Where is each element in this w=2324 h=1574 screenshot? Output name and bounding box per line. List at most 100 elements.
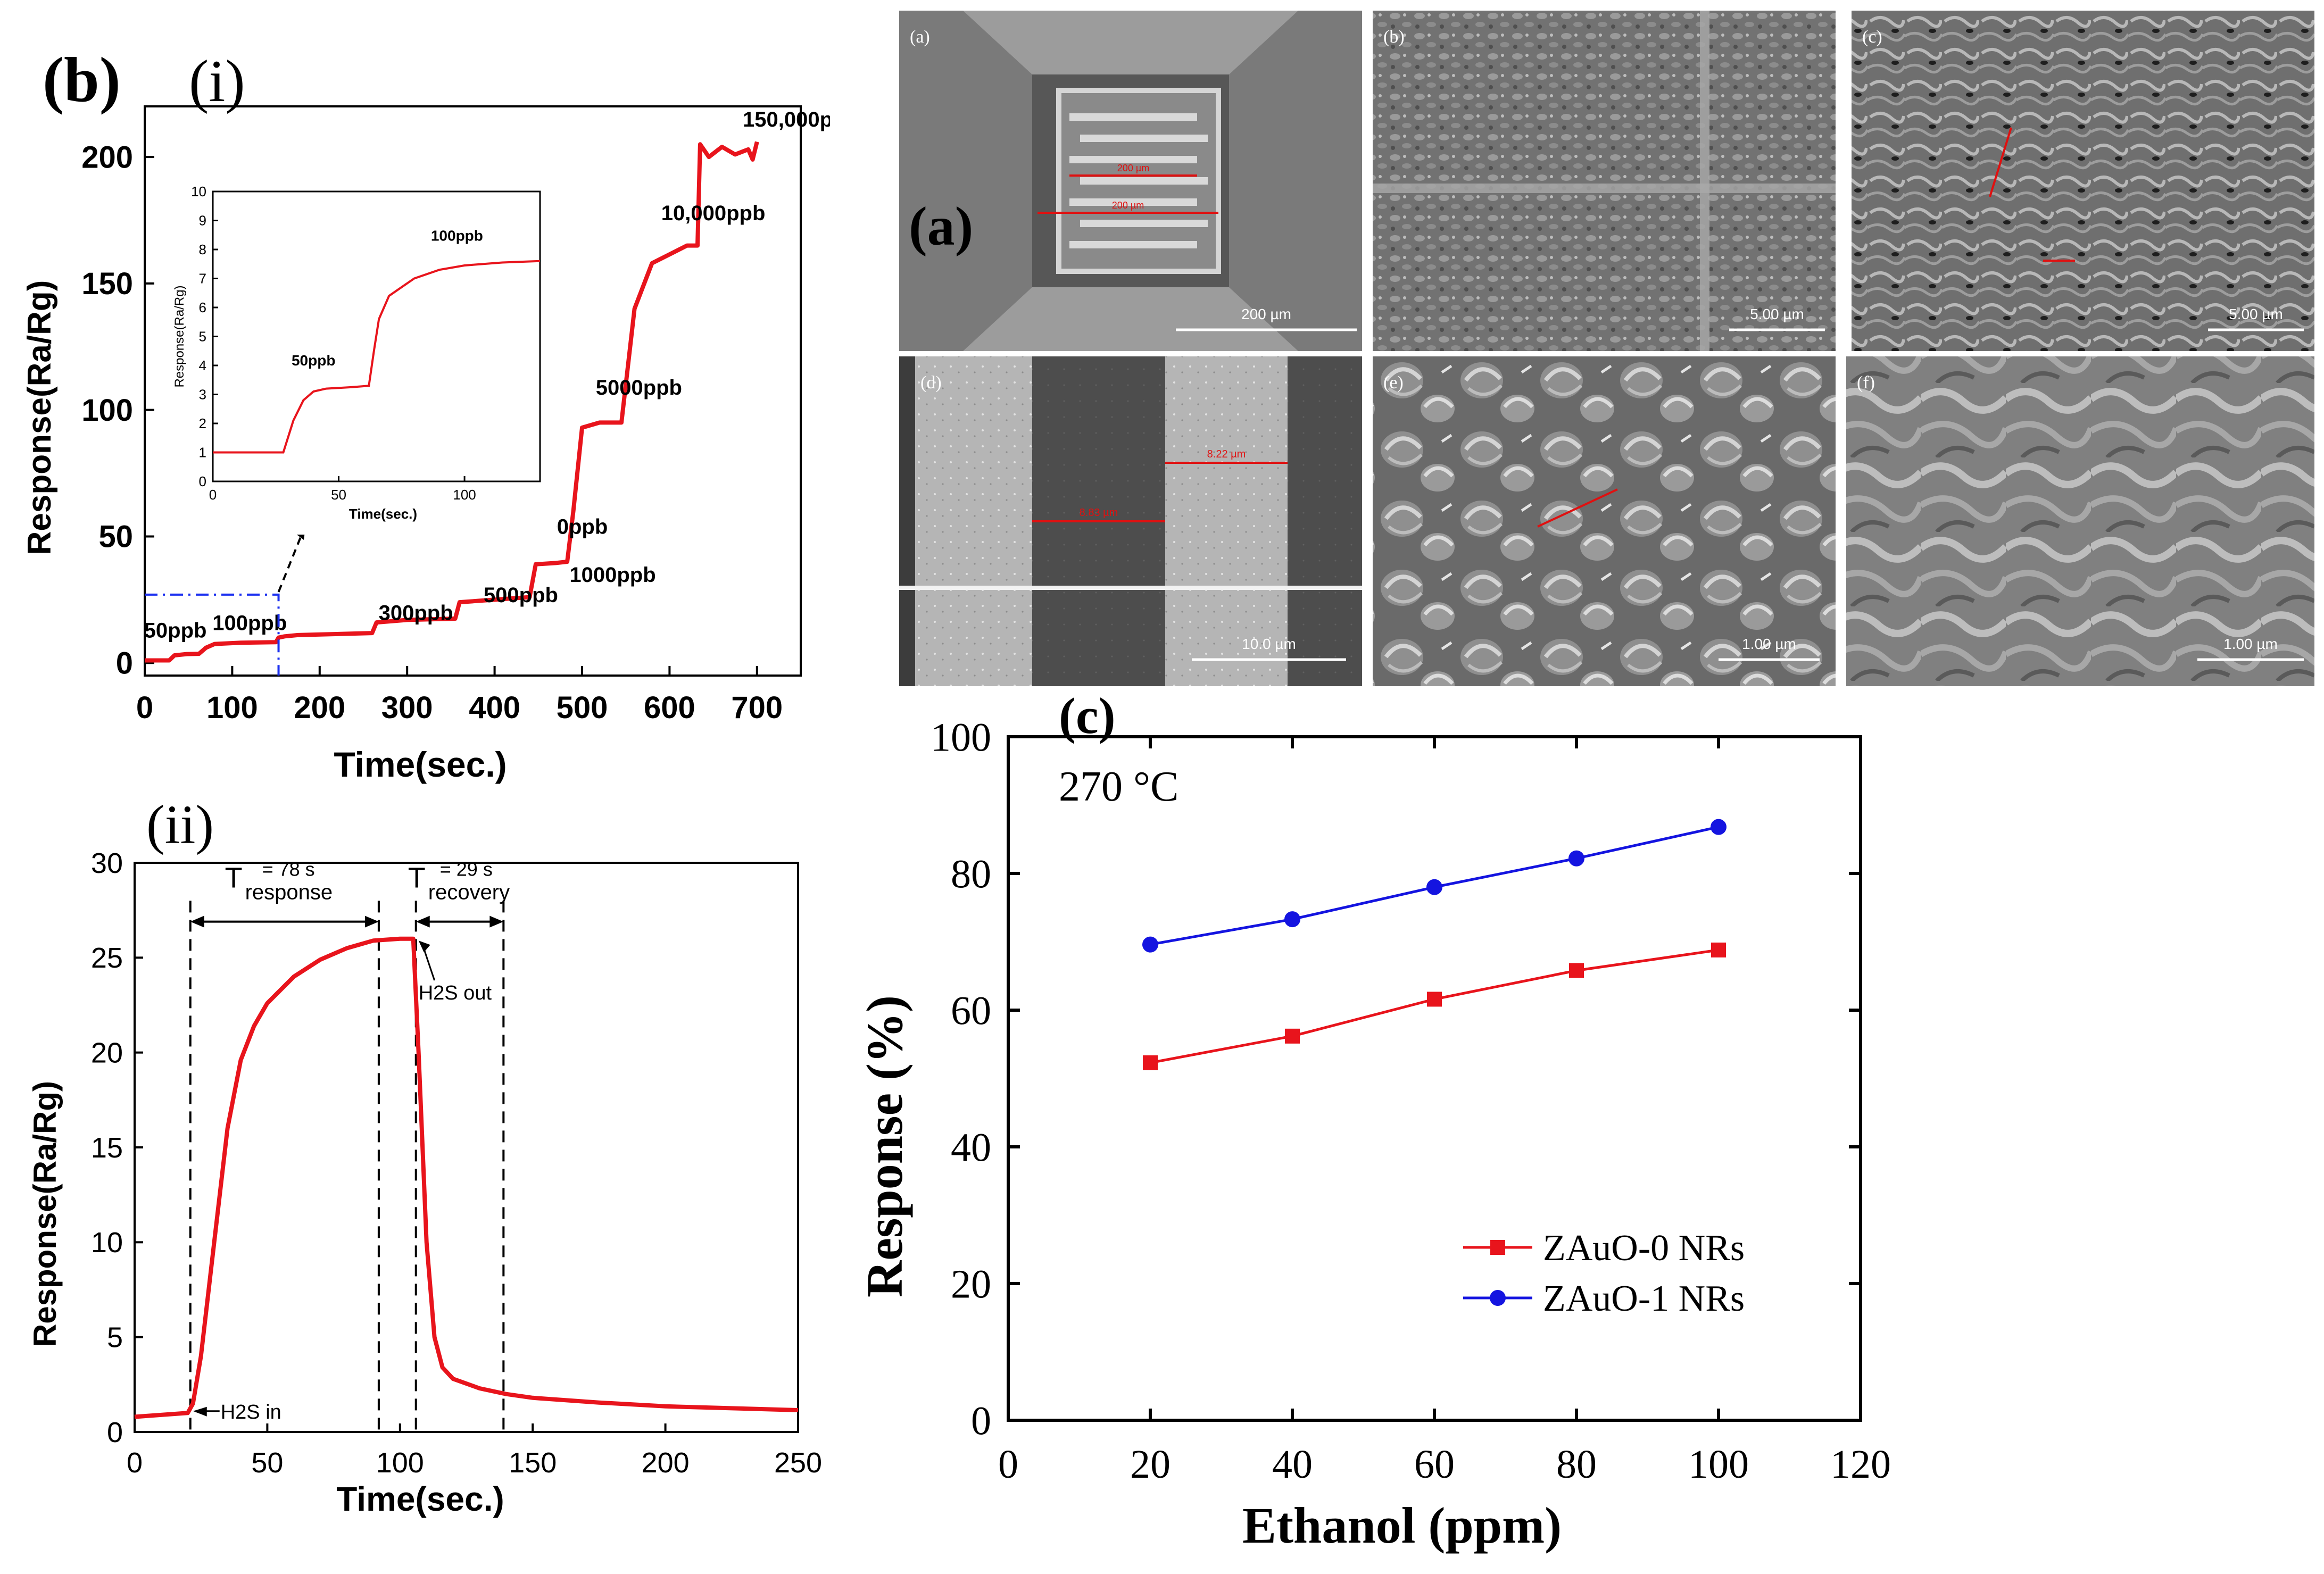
series-group xyxy=(145,141,759,663)
x-tick-label: 20 xyxy=(1130,1442,1171,1487)
sem-image-b: (b) 5.00 µm xyxy=(1373,11,1836,351)
x-tick-label: 300 xyxy=(381,690,433,725)
y-tick-label: 100 xyxy=(931,715,991,760)
legend-marker xyxy=(1490,1240,1505,1255)
chart-b-i: (b) (i) 0 100 200 300 400 500 600 7000501001502… xyxy=(21,44,830,784)
legend-label: ZAuO-0 NRs xyxy=(1543,1228,1745,1269)
sem-image-a: 200 µm 200 µm (a) 200 µm (a) xyxy=(899,11,1362,351)
panel-label-a: (a) xyxy=(909,196,973,257)
x-axis-title: Time(sec.) xyxy=(334,745,507,784)
y-tick-label: 5 xyxy=(107,1322,123,1354)
inset-y-tick-label: 6 xyxy=(199,299,206,315)
annotations: 50ppb 100ppb 300ppb500ppb1000ppb2000ppb500… xyxy=(144,108,830,676)
h2s-out-label: H2S out xyxy=(419,982,492,1004)
h2s-in-arrow-head xyxy=(193,1406,207,1417)
sem-image-c: (c) 5.00 µm xyxy=(1852,11,2314,351)
data-point-zauo-0 xyxy=(1143,1055,1158,1070)
plot-border xyxy=(134,862,799,1433)
inset-background xyxy=(197,181,556,535)
y-tick-label: 0 xyxy=(107,1417,123,1448)
series-group xyxy=(134,936,799,1419)
y-tick-label: 100 xyxy=(81,393,133,428)
y-tick-label: 25 xyxy=(91,942,123,974)
inset-y-tick-label: 2 xyxy=(199,415,206,431)
sem-label-a: (a) xyxy=(910,27,930,47)
y-tick-label: 20 xyxy=(91,1037,123,1069)
y-tick-label: 30 xyxy=(91,847,123,879)
panel-label-ii: (ii) xyxy=(146,798,214,855)
x-tick-label: 100 xyxy=(206,690,258,725)
y-tick-label: 60 xyxy=(951,989,991,1034)
x-tick-label: 200 xyxy=(294,690,345,725)
x-tick-label: 120 xyxy=(1830,1442,1891,1487)
x-axis-title: Time(sec.) xyxy=(336,1480,504,1518)
data-point-zauo-1 xyxy=(1284,911,1300,928)
y-tick-label: 40 xyxy=(951,1126,991,1170)
x-tick-label: 0 xyxy=(136,690,153,725)
sem-a-scale: 200 µm xyxy=(1241,306,1291,322)
panel-label-c: (c) xyxy=(1059,687,1116,744)
data-point-zauo-0 xyxy=(1285,1028,1300,1044)
sem-d-dim-2: 8.22 µm xyxy=(1207,448,1246,460)
inset-y-tick-label: 4 xyxy=(199,357,206,373)
sem-label-d: (d) xyxy=(920,373,942,393)
t-recovery-symbol: T xyxy=(408,862,426,894)
sem-c-scale: 5.00 µm xyxy=(2229,306,2283,322)
data-point-zauo-1 xyxy=(1426,879,1442,895)
inset-y-tick-label: 7 xyxy=(199,271,206,287)
y-tick-label: 10 xyxy=(91,1227,123,1259)
y-tick-label: 20 xyxy=(951,1262,991,1307)
x-tick-label: 80 xyxy=(1556,1442,1597,1487)
time-markers xyxy=(189,901,505,1432)
sem-d-dim-1: 8.83 µm xyxy=(1080,507,1118,519)
sem-label-c: (c) xyxy=(1862,27,1882,47)
y-tick-label: 50 xyxy=(98,520,133,554)
legend-label: ZAuO-1 NRs xyxy=(1543,1278,1745,1319)
sem-e-scale: 1.00 µm xyxy=(1742,636,1796,652)
y-tick-label: 15 xyxy=(91,1132,123,1164)
data-point-zauo-1 xyxy=(1568,850,1584,867)
y-axis-title: Response(Ra/Rg) xyxy=(21,280,58,555)
x-tick-label: 700 xyxy=(731,690,783,725)
annotation-label: 10,000ppb xyxy=(661,202,766,225)
annotation-label: 5000ppb xyxy=(596,376,682,399)
inset-y-tick-label: 0 xyxy=(199,473,206,489)
zoom-region-outline xyxy=(145,593,280,676)
recovery-arrow-head-left xyxy=(416,915,430,928)
annotation-label: 500ppb xyxy=(484,584,558,607)
sem-image-grid: 200 µm 200 µm (a) 200 µm (a) (b) 5.00 µm… xyxy=(899,11,2314,686)
inset-series-line xyxy=(213,260,541,454)
sem-image-f: (f) 1.00 µm xyxy=(1846,356,2314,686)
y-axis-title: Response(Ra/Rg) xyxy=(27,1081,63,1347)
inset-y-tick-label: 1 xyxy=(199,445,206,461)
x-tick-label: 100 xyxy=(376,1447,424,1479)
plot-frame xyxy=(144,105,802,677)
sem-d-scale: 10.0 µm xyxy=(1242,636,1296,652)
annotation-label: 50ppb xyxy=(144,619,207,643)
legend-marker xyxy=(1490,1290,1506,1306)
sem-label-e: (e) xyxy=(1383,373,1404,393)
h2s-out-arrow-head xyxy=(418,940,430,953)
inset-chart: 0 50 100 0 1 2 3 4 5 6 7 8 9 10 50ppb 100ppb Time(sec.) R… xyxy=(172,181,556,535)
data-point-zauo-1 xyxy=(1711,819,1727,835)
y-tick-label: 200 xyxy=(81,140,133,174)
panel-label-i: (i) xyxy=(189,48,245,114)
y-tick-label: 0 xyxy=(971,1399,991,1444)
y-axis-title: Response (%) xyxy=(856,995,913,1297)
data-point-zauo-0 xyxy=(1569,963,1584,978)
t-response-value: = 78 s xyxy=(262,858,315,880)
inset-annotation-label: 50ppb xyxy=(292,352,335,369)
x-tick-label: 400 xyxy=(469,690,520,725)
x-tick-label: 60 xyxy=(1414,1442,1455,1487)
x-tick-label: 500 xyxy=(557,690,608,725)
axis-ticks: 0 50 100 150 200 250 0 5 10 15 20 25 30 xyxy=(91,847,822,1479)
annotation-label: 300ppb xyxy=(379,601,453,624)
x-tick-label: 50 xyxy=(251,1447,283,1479)
x-tick-label: 600 xyxy=(644,690,695,725)
inner-label-temperature: 270 °C xyxy=(1059,763,1178,810)
plot-frame xyxy=(134,862,799,1433)
series-line-response xyxy=(145,141,759,663)
inset-y-axis-title: Response(Ra/Rg) xyxy=(172,285,187,387)
